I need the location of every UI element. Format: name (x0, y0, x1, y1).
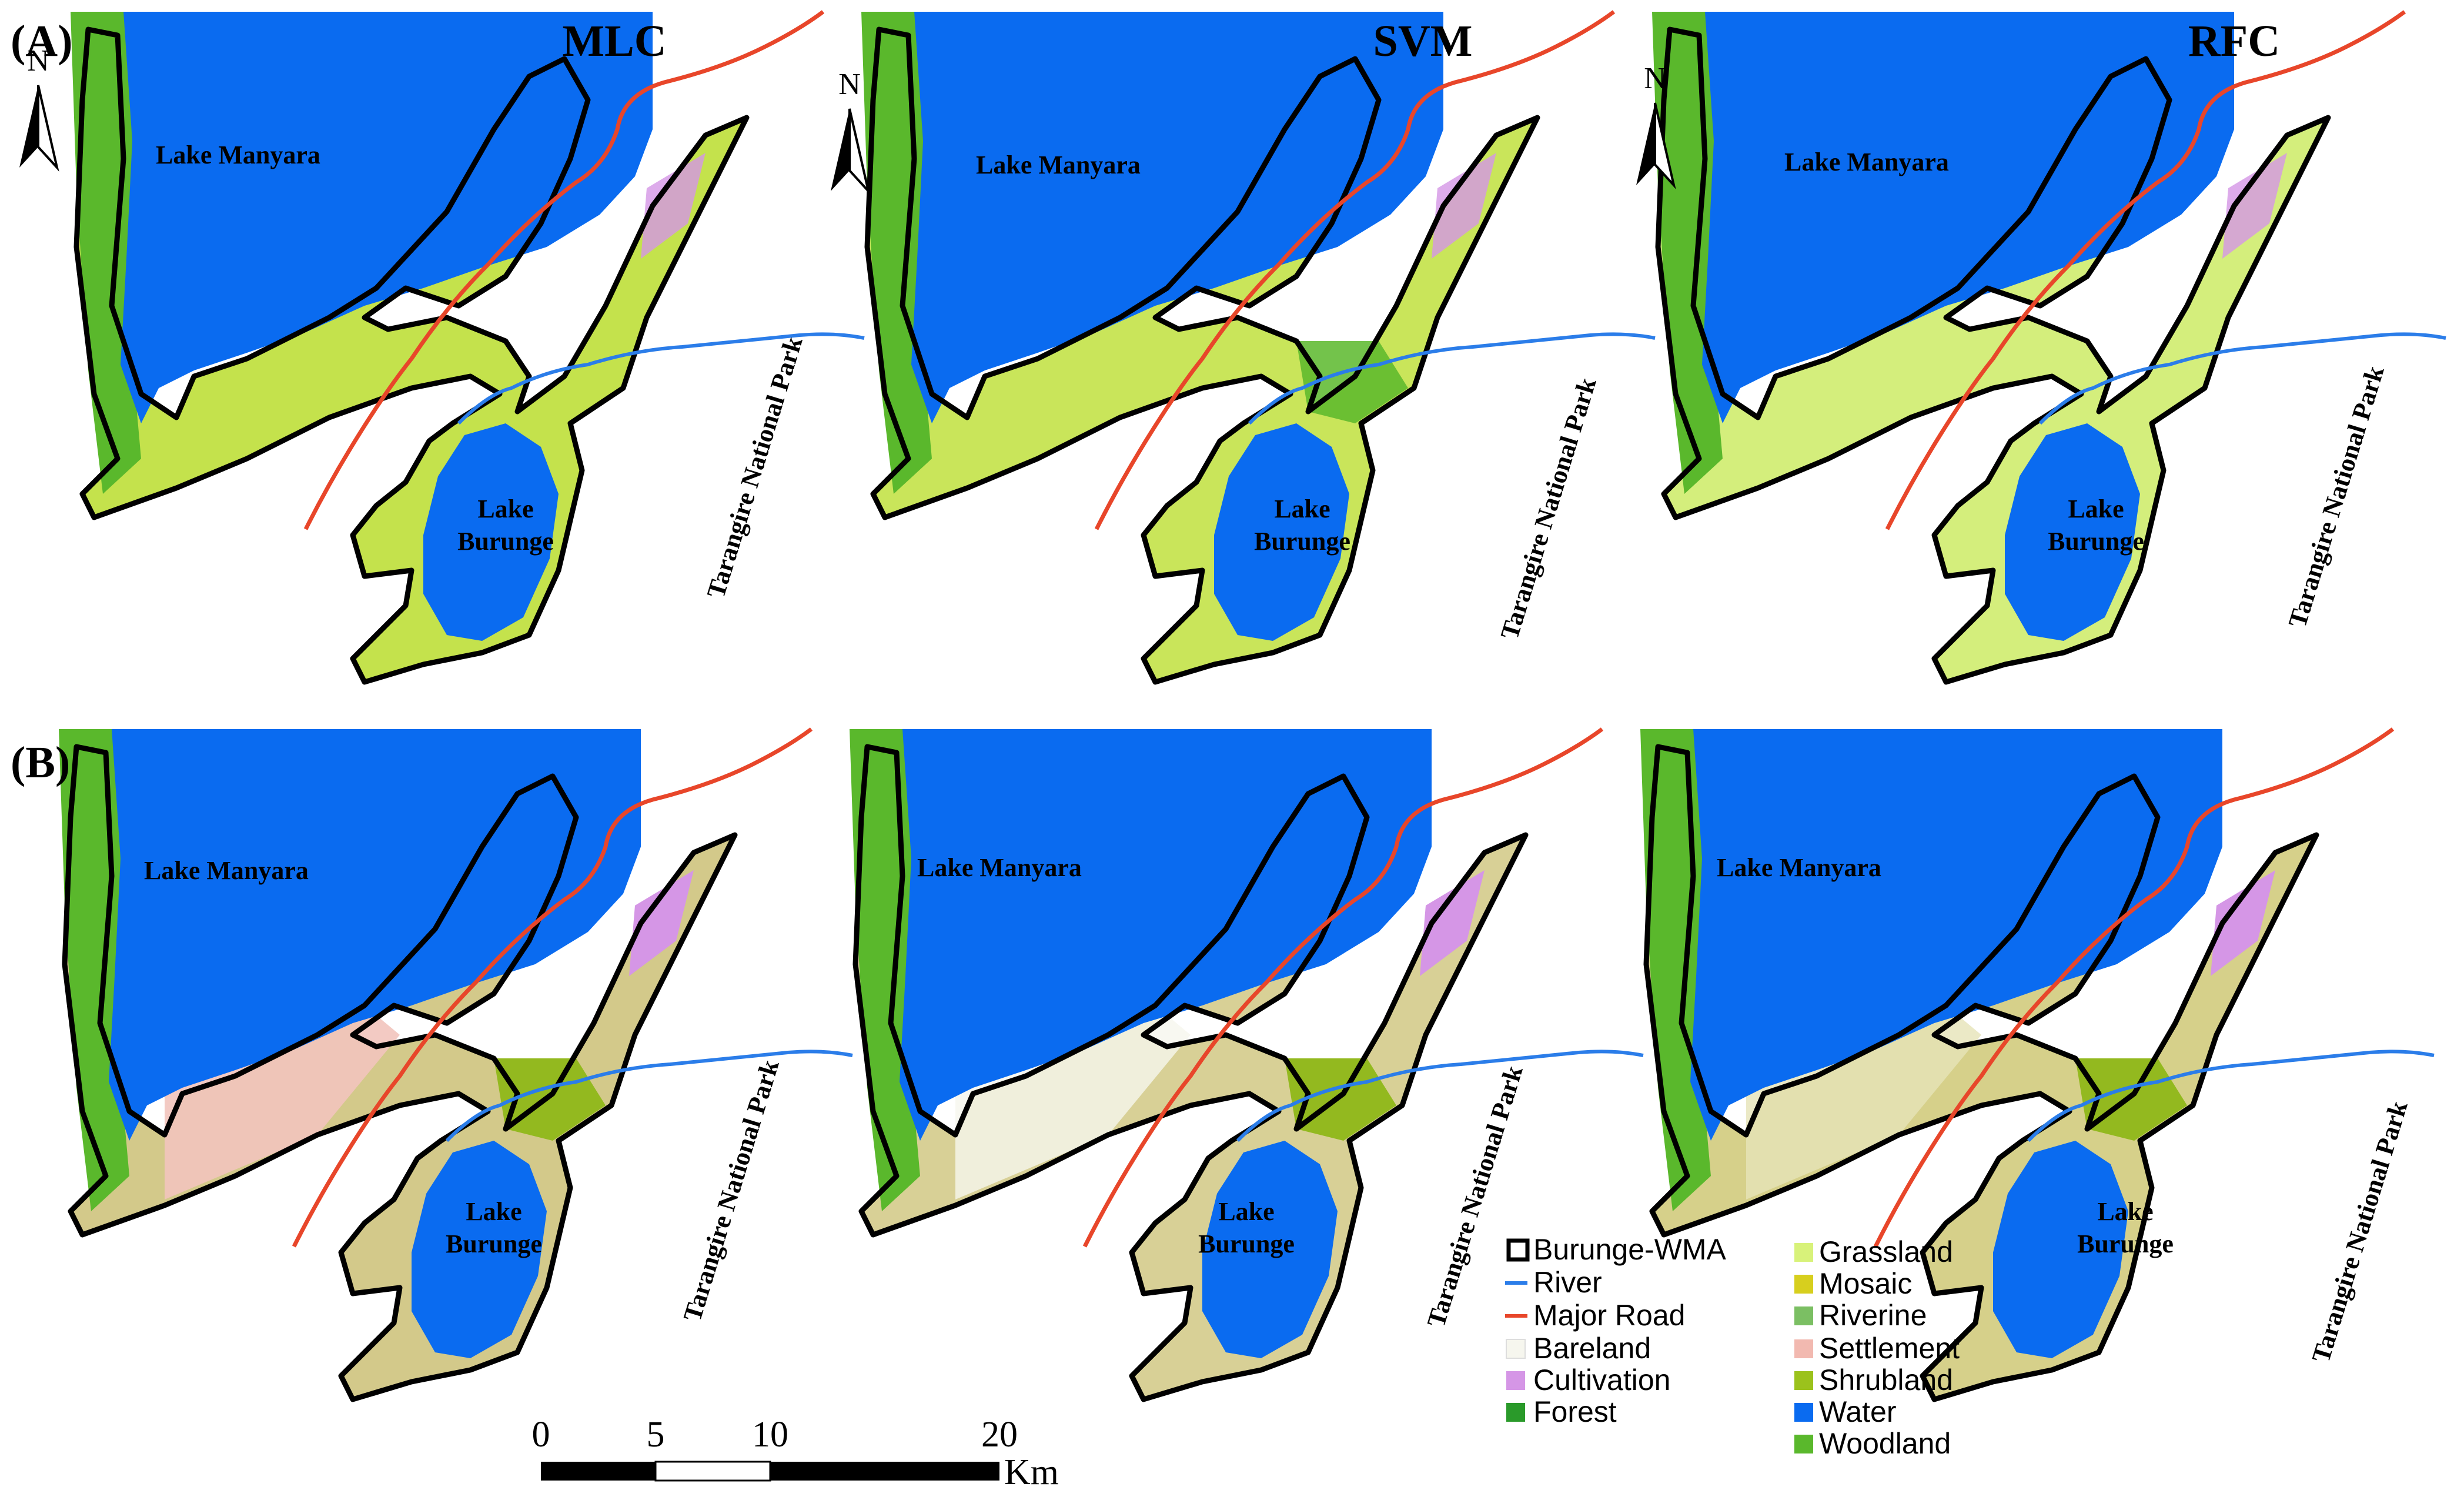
lake-burunge-label: Burunge (1198, 1229, 1295, 1258)
svg-text:Bareland: Bareland (1533, 1332, 1651, 1365)
legend-item-riverine: Riverine (1794, 1299, 1927, 1332)
svg-text:Major Road: Major Road (1533, 1299, 1685, 1332)
legend-item-forest: Forest (1506, 1395, 1617, 1428)
svg-text:Burunge-WMA: Burunge-WMA (1533, 1233, 1727, 1266)
method-title-svm: SVM (1373, 16, 1473, 66)
svg-text:N: N (1644, 62, 1666, 95)
svg-text:Grassland: Grassland (1819, 1235, 1953, 1268)
scale-unit: Km (1004, 1452, 1059, 1492)
legend-item-shrubland: Shrubland (1794, 1364, 1953, 1396)
lake-burunge-label: Burunge (446, 1229, 542, 1258)
lake-manyara-label: Lake Manyara (1784, 148, 1949, 176)
tarangire-park-label: Tarangire National Park (2306, 1097, 2413, 1366)
lake-burunge-label: Lake (2097, 1197, 2153, 1226)
svg-text:Shrubland: Shrubland (1819, 1364, 1953, 1396)
lake-burunge-label: Lake (466, 1197, 521, 1226)
lake-burunge-label: Burunge (1254, 527, 1350, 556)
panel-b-mlc (59, 729, 852, 1399)
legend-item-cultivation: Cultivation (1506, 1364, 1670, 1396)
panel-b-svm (850, 729, 1643, 1399)
legend-item-burunge-wma: Burunge-WMA (1506, 1233, 1727, 1266)
svg-text:Water: Water (1819, 1395, 1897, 1428)
tarangire-park-label: Tarangire National Park (701, 333, 808, 602)
method-title-rfc: RFC (2188, 16, 2280, 66)
lake-burunge-label: Burunge (2077, 1229, 2174, 1258)
svg-text:Forest: Forest (1533, 1395, 1617, 1428)
lake-manyara-label: Lake Manyara (144, 856, 309, 885)
legend: Burunge-WMA River Major Road Bareland Cu… (1505, 1233, 1960, 1460)
north-arrow-icon: N (831, 68, 871, 195)
north-arrow-icon: N (19, 44, 59, 172)
lake-burunge-label: Lake (1218, 1197, 1274, 1226)
panel-b-rfc (1640, 729, 2434, 1399)
legend-item-grassland: Grassland (1794, 1235, 1953, 1268)
legend-item-woodland: Woodland (1794, 1427, 1951, 1460)
tarangire-park-label: Tarangire National Park (1495, 374, 1602, 643)
svg-text:Cultivation: Cultivation (1533, 1364, 1670, 1396)
svg-text:Settlement: Settlement (1819, 1332, 1960, 1365)
panel-a-rfc (1652, 12, 2446, 682)
tarangire-park-label: Tarangire National Park (1422, 1062, 1529, 1331)
panel-label-b: (B) (11, 738, 70, 787)
lake-burunge-label: Lake (2068, 494, 2124, 523)
legend-item-water: Water (1794, 1395, 1897, 1428)
tarangire-park-label: Tarangire National Park (2283, 362, 2390, 631)
lake-burunge-label: Burunge (457, 527, 554, 556)
svg-text:Woodland: Woodland (1819, 1427, 1951, 1460)
lake-burunge-label: Lake (1274, 494, 1330, 523)
lake-manyara-label: Lake Manyara (976, 151, 1141, 179)
scale-tick-0: 0 (532, 1415, 550, 1455)
svg-text:N: N (838, 68, 861, 101)
panel-a-svm (861, 12, 1655, 682)
method-title-mlc: MLC (562, 16, 666, 66)
svg-text:Mosaic: Mosaic (1819, 1267, 1912, 1300)
scale-tick-10: 10 (752, 1415, 788, 1455)
scale-tick-20: 20 (981, 1415, 1018, 1455)
lake-burunge-label: Burunge (2048, 527, 2144, 556)
legend-item-mosaic: Mosaic (1794, 1267, 1912, 1300)
lake-manyara-label: Lake Manyara (156, 141, 320, 169)
lake-burunge-label: Lake (477, 494, 533, 523)
scale-tick-5: 5 (647, 1415, 665, 1455)
scale-bar: 0 5 10 20 Km (532, 1415, 1059, 1492)
svg-text:River: River (1533, 1266, 1602, 1299)
lake-manyara-label: Lake Manyara (917, 853, 1082, 882)
legend-item-settlement: Settlement (1794, 1332, 1960, 1365)
svg-text:Riverine: Riverine (1819, 1299, 1927, 1332)
panel-label-a: (A) (11, 16, 73, 66)
tarangire-park-label: Tarangire National Park (678, 1056, 785, 1325)
legend-item-river: River (1505, 1266, 1602, 1299)
lake-manyara-label: Lake Manyara (1717, 853, 1881, 882)
legend-item-major-road: Major Road (1505, 1299, 1685, 1332)
svg-text:N: N (27, 44, 49, 78)
north-arrow-icon: N (1636, 62, 1676, 189)
panel-a-mlc (71, 12, 864, 682)
legend-item-bareland: Bareland (1506, 1332, 1651, 1365)
